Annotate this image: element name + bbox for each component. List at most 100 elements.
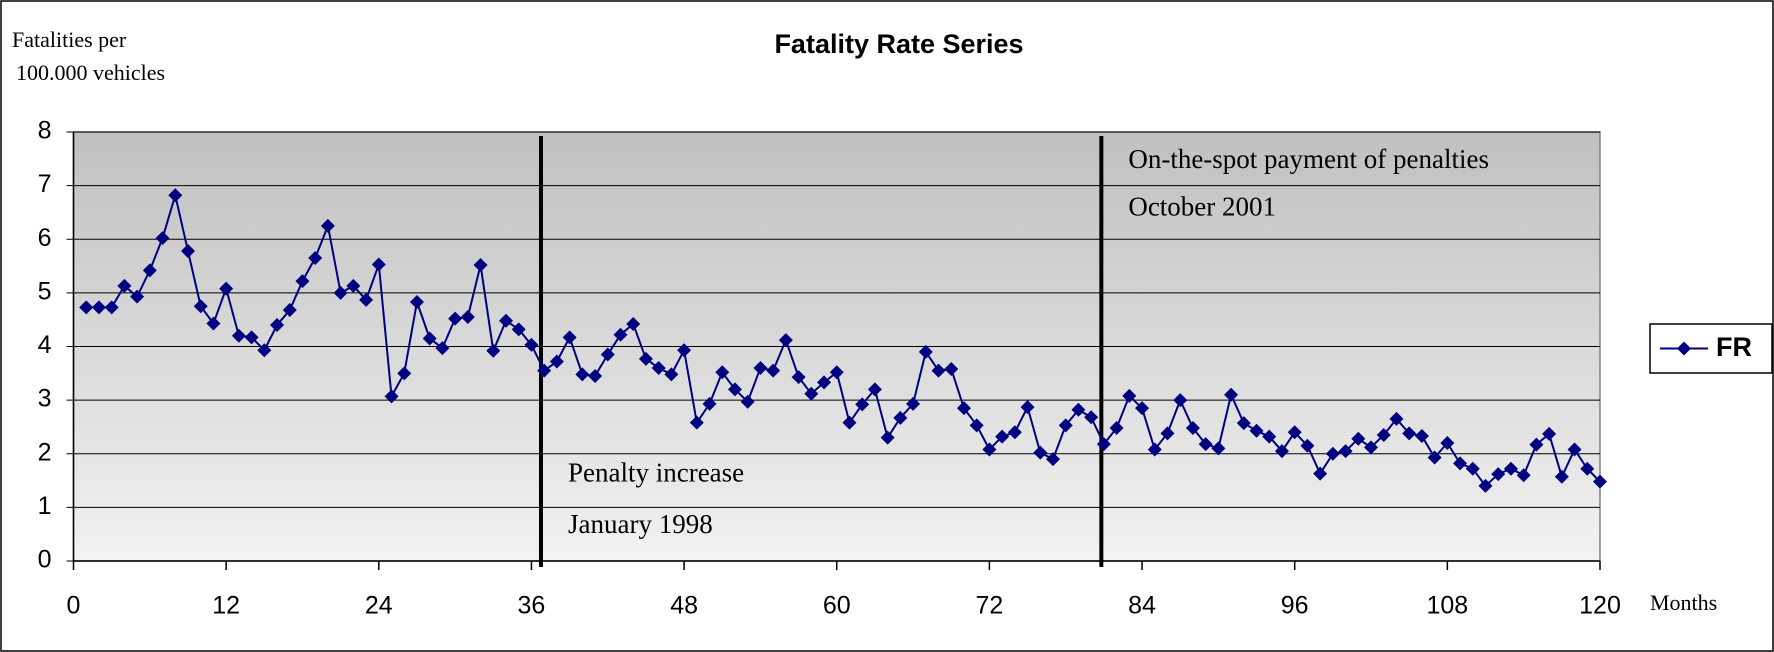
data-point — [397, 366, 412, 381]
data-point — [130, 289, 145, 304]
data-point — [79, 300, 94, 315]
data-point — [664, 367, 679, 382]
x-axis-label: Months — [1650, 590, 1717, 615]
data-point — [1262, 429, 1277, 444]
data-point — [270, 318, 285, 333]
y-tick-label: 3 — [38, 385, 52, 413]
chart-title: Fatality Rate Series — [774, 29, 1023, 59]
data-point — [142, 263, 157, 278]
data-point — [1274, 444, 1289, 459]
data-point — [969, 418, 984, 433]
data-point — [1033, 445, 1048, 460]
data-point — [371, 257, 386, 272]
data-point — [486, 343, 501, 358]
y-tick-label: 5 — [38, 277, 52, 305]
data-point — [867, 382, 882, 397]
data-point — [702, 396, 717, 411]
y-tick-label: 0 — [38, 546, 52, 574]
event-label: October 2001 — [1128, 191, 1276, 221]
legend-label: FR — [1716, 332, 1752, 362]
data-point — [1389, 411, 1404, 426]
data-point — [219, 281, 234, 296]
data-point — [1135, 401, 1150, 416]
data-point — [1287, 425, 1302, 440]
data-point — [1593, 474, 1607, 489]
data-point — [1465, 461, 1480, 476]
x-tick-label: 60 — [823, 592, 851, 620]
event-label: January 1998 — [568, 509, 713, 539]
data-point — [1402, 426, 1417, 441]
data-point — [804, 386, 819, 401]
data-point — [1211, 441, 1226, 456]
data-point — [1007, 425, 1022, 440]
data-point — [778, 333, 793, 348]
data-point — [1147, 442, 1162, 457]
data-point — [1173, 393, 1188, 408]
x-tick-label: 0 — [67, 592, 81, 620]
data-point — [906, 396, 921, 411]
x-tick-label: 108 — [1426, 592, 1468, 620]
x-tick-label: 24 — [365, 592, 393, 620]
data-point — [117, 278, 132, 293]
data-point — [956, 401, 971, 416]
data-point — [1478, 478, 1493, 493]
data-point — [855, 397, 870, 412]
data-point — [448, 311, 463, 326]
y-axis-label: 100.000 vehicles — [16, 60, 165, 85]
y-tick-label: 2 — [38, 438, 52, 466]
data-point — [308, 251, 323, 266]
data-point — [1224, 387, 1239, 402]
data-point — [626, 316, 641, 331]
event-label: On-the-spot payment of penalties — [1128, 144, 1489, 174]
event-label: Penalty increase — [568, 457, 744, 487]
data-point — [524, 337, 539, 352]
data-point — [1503, 461, 1518, 476]
data-point — [1351, 431, 1366, 446]
data-point — [460, 310, 475, 325]
y-tick-label: 7 — [38, 170, 52, 198]
data-point — [1084, 410, 1099, 425]
data-point — [918, 344, 933, 359]
y-axis-label: Fatalities per — [12, 27, 127, 52]
data-point — [409, 294, 424, 309]
data-point — [1325, 446, 1340, 461]
data-point — [1529, 437, 1544, 452]
data-point — [499, 313, 514, 328]
data-point — [931, 363, 946, 378]
data-point — [791, 370, 806, 385]
data-point — [168, 188, 183, 203]
data-point — [1453, 456, 1468, 471]
data-point — [1364, 440, 1379, 455]
data-point — [753, 360, 768, 375]
data-point — [613, 327, 628, 342]
data-point — [155, 231, 170, 246]
data-point — [384, 389, 399, 404]
data-point — [766, 363, 781, 378]
data-point — [817, 375, 832, 390]
data-point — [1249, 423, 1264, 438]
data-point — [1542, 426, 1557, 441]
data-point — [1109, 421, 1124, 436]
data-point — [295, 274, 310, 289]
data-point — [257, 343, 272, 358]
data-point — [1554, 469, 1569, 484]
x-tick-label: 48 — [670, 592, 698, 620]
legend-marker — [1677, 341, 1691, 356]
data-point — [346, 278, 361, 293]
data-point — [1440, 436, 1455, 451]
data-point — [740, 394, 755, 409]
data-point — [511, 322, 526, 337]
data-point — [677, 343, 692, 358]
data-point — [473, 257, 488, 272]
data-point — [206, 316, 221, 331]
data-point — [549, 354, 564, 369]
data-point — [982, 442, 997, 457]
data-point — [1300, 438, 1315, 453]
data-point — [880, 430, 895, 445]
data-point — [575, 367, 590, 382]
data-point — [588, 368, 603, 383]
data-point — [282, 303, 297, 318]
x-tick-label: 84 — [1128, 592, 1156, 620]
data-point — [1160, 426, 1175, 441]
data-point — [537, 363, 552, 378]
